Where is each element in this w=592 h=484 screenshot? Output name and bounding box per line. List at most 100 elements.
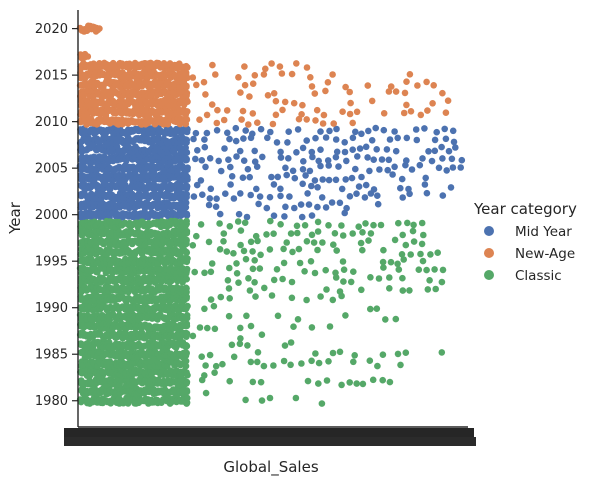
strip-point xyxy=(322,204,330,211)
strip-point xyxy=(274,312,282,320)
strip-point xyxy=(340,266,348,274)
strip-point xyxy=(343,204,350,212)
strip-point xyxy=(312,134,319,142)
strip-point xyxy=(183,400,190,407)
y-tick-label: 2005 xyxy=(35,162,68,177)
strip-point xyxy=(325,176,333,184)
strip-point xyxy=(400,109,408,117)
strip-point xyxy=(283,171,291,179)
strip-point xyxy=(183,190,190,198)
strip-point xyxy=(438,349,446,356)
strip-point xyxy=(358,286,365,294)
strip-point xyxy=(282,203,289,211)
strip-point xyxy=(212,203,220,210)
strip-point xyxy=(196,324,204,331)
strip-point xyxy=(286,193,293,200)
strip-point xyxy=(355,183,363,190)
strip-point xyxy=(338,185,346,193)
strip-point xyxy=(285,155,292,162)
strip-point xyxy=(341,148,349,156)
strip-point xyxy=(251,279,258,286)
strip-point xyxy=(435,164,443,172)
strip-point xyxy=(441,125,449,133)
strip-point xyxy=(407,251,415,258)
strip-point xyxy=(261,284,268,292)
strip-point xyxy=(240,135,247,142)
strip-point xyxy=(374,192,381,199)
strip-point xyxy=(287,361,294,369)
strip-point xyxy=(352,165,359,173)
strip-point xyxy=(239,174,247,181)
strip-point xyxy=(332,153,340,161)
strip-point xyxy=(249,378,257,386)
strip-point xyxy=(183,127,190,135)
strip-point xyxy=(429,100,436,107)
strip-point xyxy=(402,349,410,357)
strip-point xyxy=(432,285,440,293)
strip-point xyxy=(206,195,214,202)
strip-point xyxy=(317,146,324,153)
strip-point xyxy=(315,157,323,165)
strip-point xyxy=(365,237,372,244)
strip-point xyxy=(282,164,289,172)
strip-point xyxy=(198,353,205,361)
strip-point xyxy=(314,218,322,226)
strip-point xyxy=(377,221,385,229)
strip-point xyxy=(379,258,387,266)
strip-point xyxy=(346,379,354,386)
strip-point xyxy=(294,316,302,323)
strip-point xyxy=(213,195,220,202)
strip-point xyxy=(322,87,329,95)
strip-point xyxy=(340,278,347,285)
strip-point xyxy=(399,274,406,282)
x-axis-title: Global_Sales xyxy=(223,458,318,477)
strip-point xyxy=(200,78,208,86)
strip-point xyxy=(183,288,190,296)
strip-point xyxy=(404,219,411,227)
strip-point xyxy=(230,353,238,361)
strip-point xyxy=(184,394,191,402)
strip-point xyxy=(368,137,376,144)
strip-point xyxy=(223,107,231,114)
strip-point xyxy=(385,156,393,164)
strip-point xyxy=(241,81,249,89)
strip-point xyxy=(197,177,205,184)
strip-point xyxy=(235,279,242,287)
strip-point xyxy=(216,246,224,253)
strip-point xyxy=(364,82,372,89)
strip-point xyxy=(383,146,391,153)
strip-point xyxy=(255,200,262,208)
strip-point xyxy=(240,157,248,164)
strip-point xyxy=(183,217,190,225)
strip-point xyxy=(398,175,406,183)
strip-point xyxy=(184,108,191,115)
strip-point xyxy=(243,213,251,221)
strip-point xyxy=(308,182,315,190)
strip-point xyxy=(333,148,341,156)
strip-point xyxy=(208,101,216,108)
strip-point xyxy=(204,324,211,332)
strip-point xyxy=(314,184,321,191)
strip-point xyxy=(298,213,306,221)
strip-point xyxy=(246,173,253,181)
strip-point xyxy=(192,129,200,137)
strip-point xyxy=(389,171,396,178)
strip-point xyxy=(290,99,298,107)
strip-point xyxy=(256,193,264,200)
strip-point xyxy=(304,190,311,197)
strip-point xyxy=(374,362,381,370)
strip-point xyxy=(323,286,330,293)
strip-point xyxy=(427,251,434,258)
axes: 1980 1985 1990 1995 2000 2005 2010 2015 2020 xyxy=(35,10,476,446)
strip-point xyxy=(183,370,190,378)
strip-point xyxy=(358,173,365,181)
strip-point xyxy=(227,181,234,188)
strip-point xyxy=(242,127,249,134)
strip-point xyxy=(190,135,197,143)
x-tick-labels-band xyxy=(64,437,476,446)
strip-point xyxy=(191,268,198,276)
strip-point xyxy=(416,161,424,169)
strip-point xyxy=(359,246,366,254)
strip-point xyxy=(183,211,190,218)
strip-point xyxy=(329,71,336,78)
